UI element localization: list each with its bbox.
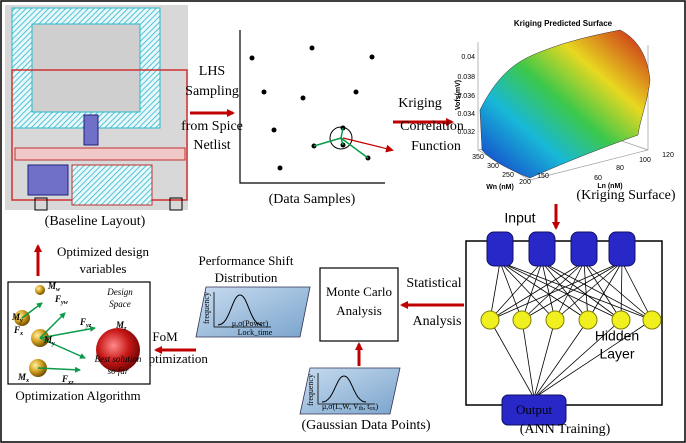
x-tick: 200 bbox=[519, 179, 531, 186]
label: Netlist bbox=[193, 138, 230, 153]
z-tick: 0.032 bbox=[457, 129, 475, 136]
input-node bbox=[609, 232, 635, 266]
symbol-sub: x bbox=[25, 377, 29, 384]
connection bbox=[534, 320, 588, 398]
layout-core bbox=[32, 24, 140, 112]
layout-block bbox=[72, 165, 152, 205]
z-tick: 0.034 bbox=[457, 111, 475, 118]
y-tick: 100 bbox=[639, 157, 651, 164]
sample-point bbox=[262, 90, 267, 95]
workflow-diagram: (Baseline Layout) LHS Sampling from Spice Ne… bbox=[0, 0, 686, 443]
label: LHS bbox=[199, 64, 225, 79]
best-label: Best solution bbox=[95, 354, 142, 364]
label: Lock_time bbox=[238, 328, 273, 337]
x-label-part: ) bbox=[376, 402, 379, 411]
sample-point bbox=[310, 46, 315, 51]
symbol-base: F bbox=[54, 294, 61, 304]
label: Function bbox=[411, 139, 461, 154]
label: FoM bbox=[152, 329, 178, 344]
symbol-sub: yw bbox=[60, 299, 69, 306]
label: Distribution bbox=[215, 270, 278, 285]
label: Analysis bbox=[336, 303, 382, 318]
z-tick: 0.038 bbox=[457, 74, 475, 81]
label: from Spice bbox=[181, 119, 243, 134]
sample-point bbox=[354, 90, 359, 95]
hidden-node bbox=[579, 311, 597, 329]
best-label: so far bbox=[108, 366, 129, 376]
connection bbox=[622, 262, 652, 320]
surface-title: Kriging Predicted Surface bbox=[514, 19, 613, 28]
label: Monte Carlo bbox=[326, 284, 392, 299]
label: optimization bbox=[142, 351, 208, 366]
label: (ANN Training) bbox=[520, 422, 611, 437]
symbol-sub: xz bbox=[67, 379, 74, 386]
sample-point bbox=[370, 55, 375, 60]
sample-point bbox=[272, 128, 277, 133]
label: (Gaussian Data Points) bbox=[301, 418, 430, 433]
correlation-link bbox=[314, 138, 341, 146]
connection bbox=[500, 262, 555, 320]
sample-point bbox=[301, 96, 306, 101]
label: μ,σ(Power) bbox=[232, 319, 269, 328]
symbol-base: F bbox=[61, 374, 68, 384]
hidden-node bbox=[481, 311, 499, 329]
symbol-sub: y bbox=[19, 317, 23, 324]
connection bbox=[490, 262, 542, 320]
symbol-sub: x bbox=[19, 330, 23, 337]
label: Kriging bbox=[398, 96, 442, 111]
design-space: Design bbox=[106, 287, 133, 297]
x-tick: 300 bbox=[487, 163, 499, 170]
sample-point bbox=[250, 56, 255, 61]
hidden-node bbox=[546, 311, 564, 329]
input-node bbox=[487, 232, 513, 266]
hidden-node bbox=[612, 311, 630, 329]
hidden-node bbox=[513, 311, 531, 329]
ann-hidden: Hidden bbox=[595, 328, 639, 344]
label: Analysis bbox=[413, 314, 462, 329]
agent bbox=[35, 285, 45, 295]
ann-hidden: Layer bbox=[599, 346, 634, 362]
y-tick: 120 bbox=[662, 152, 674, 159]
x-label-part: μ,σ(L,W, V bbox=[322, 402, 359, 411]
sample-axes bbox=[240, 30, 385, 183]
ann-output: Output bbox=[516, 402, 553, 417]
label: Correlation bbox=[400, 119, 464, 134]
connection bbox=[588, 262, 622, 320]
connection bbox=[490, 320, 534, 398]
label: (Kriging Surface) bbox=[576, 188, 675, 203]
label: Statistical bbox=[406, 276, 461, 291]
x-label: Wn (nM) bbox=[486, 184, 514, 191]
x-tick: 250 bbox=[502, 172, 514, 179]
layout-block bbox=[28, 165, 68, 195]
label: (Data Samples) bbox=[269, 192, 356, 207]
y-tick: 60 bbox=[594, 175, 602, 182]
x-tick: 150 bbox=[537, 173, 549, 180]
label: Optimized design bbox=[57, 244, 150, 259]
symbol-base: F bbox=[13, 325, 20, 335]
layout-block bbox=[15, 148, 185, 160]
hidden-node bbox=[643, 311, 661, 329]
label: Performance Shift bbox=[199, 253, 294, 268]
symbol-base: F bbox=[79, 317, 86, 327]
freq-label: frequency bbox=[306, 374, 315, 406]
ann-input: Input bbox=[504, 210, 535, 226]
label: Optimization Algorithm bbox=[15, 388, 140, 403]
input-node bbox=[529, 232, 555, 266]
symbol-sub: yz bbox=[85, 322, 92, 329]
input-node bbox=[571, 232, 597, 266]
y-tick: 80 bbox=[616, 165, 624, 172]
symbol-sub: z bbox=[123, 325, 127, 332]
layout-block bbox=[84, 115, 98, 145]
label: Sampling bbox=[185, 84, 239, 99]
label: variables bbox=[80, 261, 127, 276]
x-tick: 350 bbox=[472, 154, 484, 161]
design-space: Space bbox=[109, 299, 131, 309]
z-label: Vofs(mV) bbox=[455, 80, 462, 110]
symbol-sub: y bbox=[51, 340, 55, 347]
connection bbox=[522, 320, 534, 398]
freq-label: frequency bbox=[202, 292, 211, 324]
z-tick: 0.04 bbox=[461, 54, 475, 61]
sample-point bbox=[278, 166, 283, 171]
label: (Baseline Layout) bbox=[45, 214, 146, 229]
